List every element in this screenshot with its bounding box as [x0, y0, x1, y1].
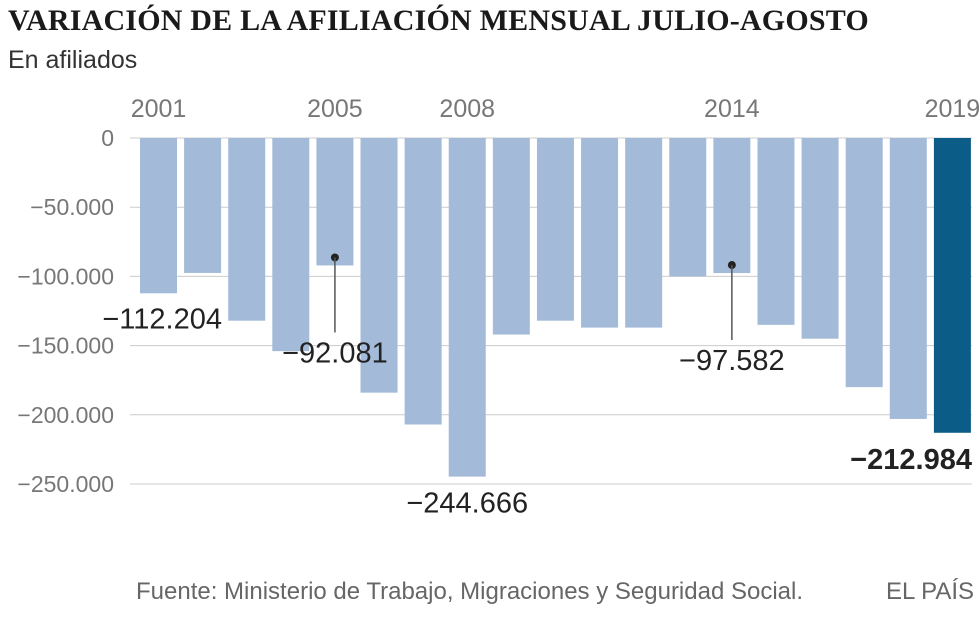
bar [140, 138, 177, 294]
bar [360, 138, 398, 393]
bar [536, 138, 574, 321]
y-tick-label: −50.000 [30, 194, 114, 220]
bar [228, 138, 266, 321]
x-tick-label: 2001 [131, 95, 187, 123]
data-label: −212.984 [850, 444, 972, 476]
bar [492, 138, 530, 335]
y-tick-label: 0 [101, 125, 114, 151]
data-label: −112.204 [102, 303, 222, 335]
bar [845, 138, 883, 388]
bar [404, 138, 442, 425]
data-label: −92.081 [282, 337, 388, 369]
bar [625, 138, 663, 328]
bar [184, 138, 222, 273]
y-tick-label: −150.000 [17, 333, 114, 359]
bar [801, 138, 839, 339]
bar [669, 138, 707, 277]
x-tick-label: 2014 [704, 95, 760, 123]
bar [889, 138, 927, 419]
bar [448, 138, 486, 477]
source-note: Fuente: Ministerio de Trabajo, Migracion… [136, 578, 804, 605]
bar-chart: 0 −50.000 −100.000 −150.000 −200.000 −250.000… [17, 95, 980, 520]
bar [316, 138, 354, 266]
bar [713, 138, 751, 274]
data-label: −244.666 [406, 488, 528, 520]
bar [581, 138, 619, 328]
y-tick-label: −250.000 [17, 471, 114, 497]
publisher-logo: EL PAÍS [885, 578, 974, 605]
y-tick-label: −200.000 [17, 402, 114, 428]
x-tick-label: 2019 [925, 95, 980, 123]
bar [272, 138, 310, 352]
chart-subtitle: En afiliados [8, 46, 138, 74]
data-label: −97.582 [679, 345, 785, 377]
bar [757, 138, 795, 325]
y-tick-label: −100.000 [17, 263, 114, 289]
x-tick-label: 2008 [439, 95, 495, 123]
bar-highlight [933, 138, 971, 433]
chart-title: VARIACIÓN DE LA AFILIACIÓN MENSUAL JULIO… [8, 4, 869, 37]
x-tick-label: 2005 [307, 95, 363, 123]
